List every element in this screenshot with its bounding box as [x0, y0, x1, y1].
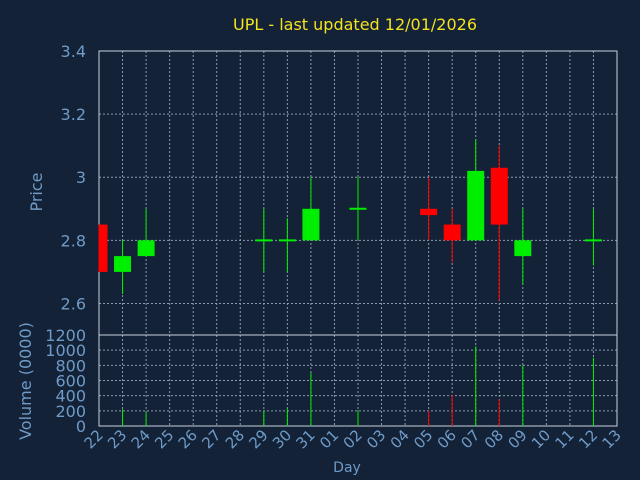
x-axis-ticks: 2223242526272829303101020304050607080910… [81, 426, 625, 452]
candle-body [137, 240, 155, 257]
chart-title: UPL - last updated 12/01/2026 [233, 15, 477, 34]
volume-tick-label: 0 [76, 417, 86, 436]
candle-body [490, 167, 508, 225]
price-tick-label: 3 [76, 168, 86, 187]
price-axis-label: Price [27, 172, 46, 211]
price-tick-label: 3.4 [61, 42, 86, 61]
candle-body [302, 208, 320, 241]
price-tick-label: 3.2 [61, 105, 86, 124]
volume-tick-label: 1000 [45, 341, 86, 360]
candle-body [514, 240, 532, 257]
candle-body [99, 224, 108, 272]
candle-body [467, 170, 485, 241]
volume-axis-label: Volume (0000) [16, 322, 35, 440]
price-tick-label: 2.6 [61, 294, 86, 313]
volume-tick-label: 600 [55, 372, 86, 391]
candle-body [443, 224, 461, 241]
volume-tick-label: 200 [55, 402, 86, 421]
candle-body [420, 208, 438, 216]
volume-tick-label: 1200 [45, 326, 86, 345]
volume-tick-label: 800 [55, 356, 86, 375]
candle-body [114, 256, 132, 272]
price-tick-label: 2.8 [61, 231, 86, 250]
volume-tick-label: 400 [55, 387, 86, 406]
price-panel: 2.6 2.8 3 3.2 3.4 [61, 42, 618, 336]
x-axis-label: Day [333, 460, 361, 476]
